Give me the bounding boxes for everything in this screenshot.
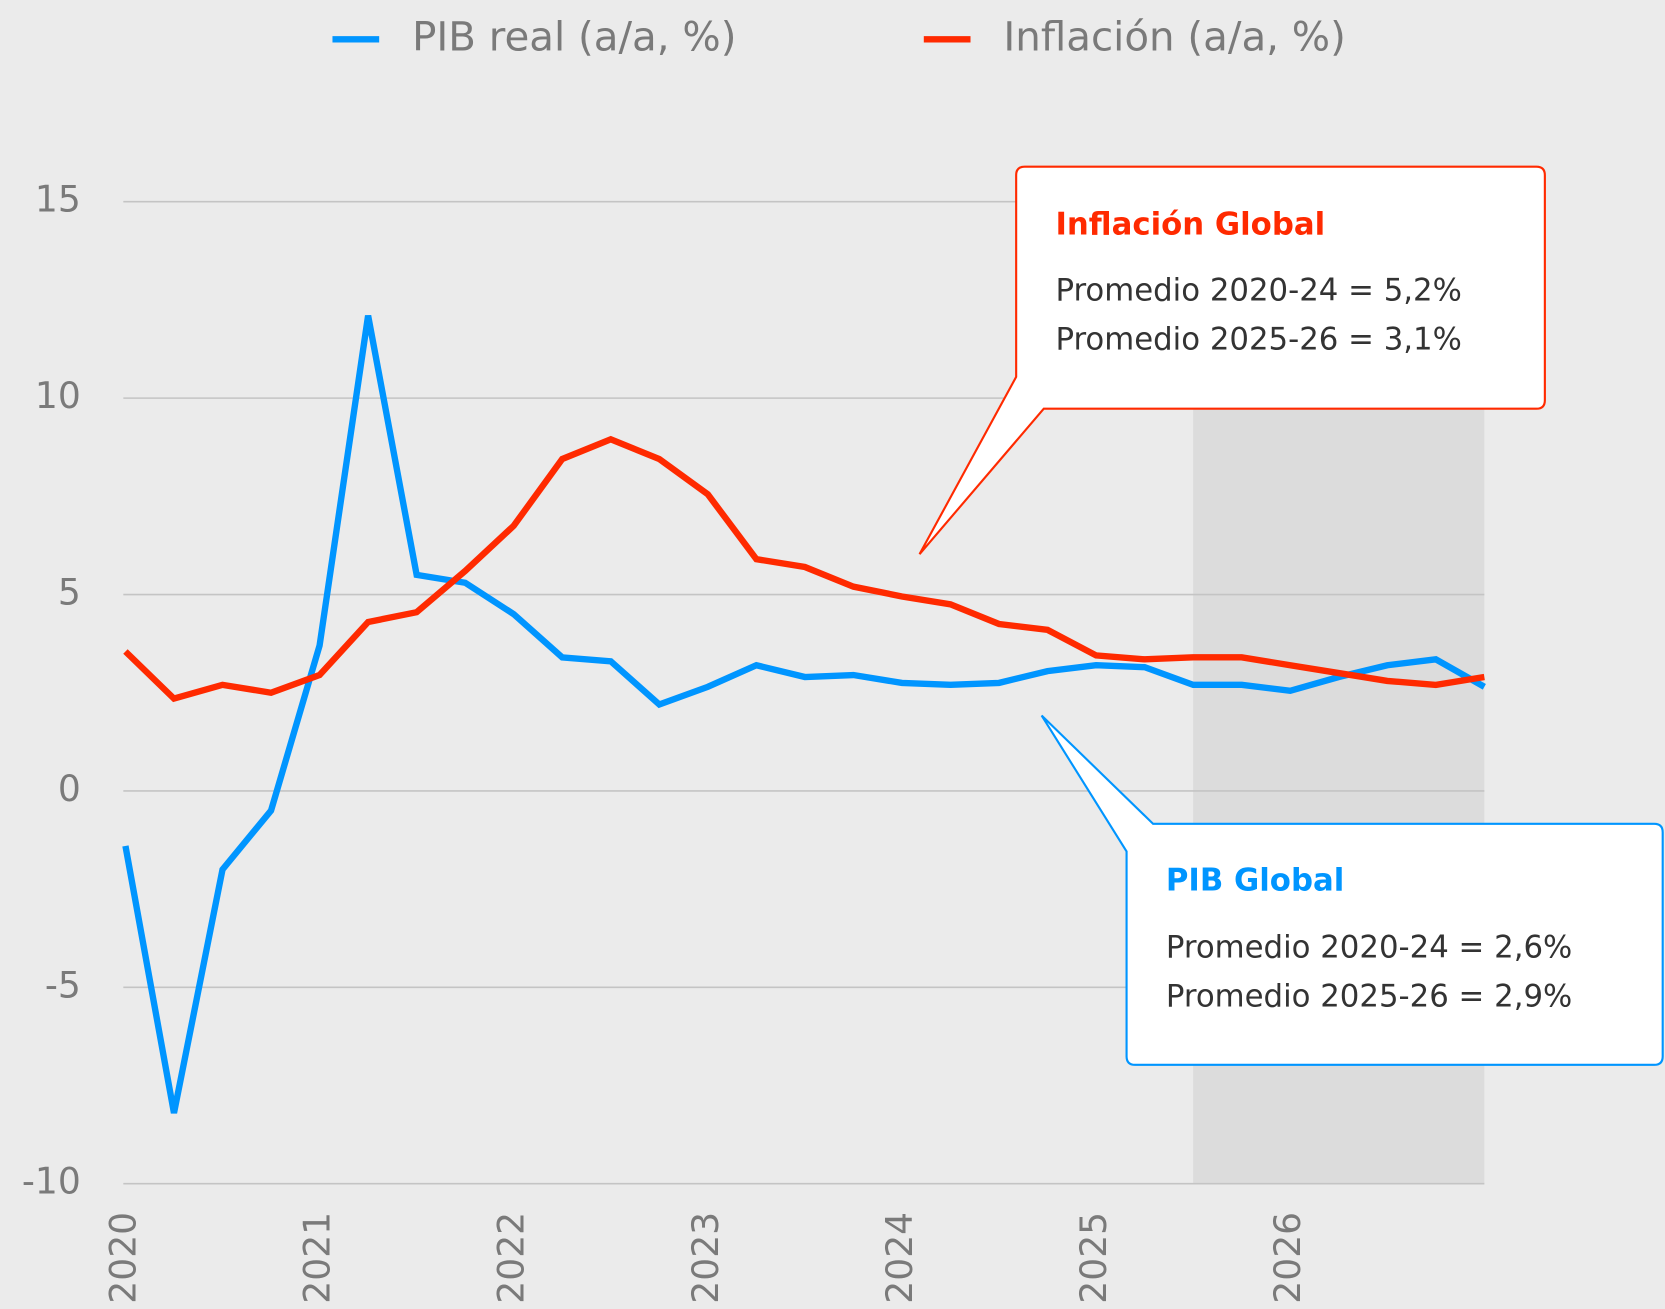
- x-tick-label: 2024: [879, 1212, 921, 1304]
- callout-line: Promedio 2020-24 = 5,2%: [1055, 272, 1461, 308]
- series-line: [123, 435, 1485, 703]
- y-tick-label: -10: [22, 1161, 81, 1203]
- callout-line: Promedio 2025-26 = 2,9%: [1166, 978, 1572, 1014]
- x-tick-label: 2025: [1073, 1212, 1115, 1304]
- callout-line: Promedio 2020-24 = 2,6%: [1166, 930, 1572, 966]
- legend-label: PIB real (a/a, %): [412, 13, 736, 60]
- y-tick-label: 10: [35, 375, 81, 417]
- y-tick-label: 15: [35, 179, 81, 221]
- y-tick-label: 0: [58, 768, 81, 810]
- callout-line: Promedio 2025-26 = 3,1%: [1055, 321, 1461, 357]
- callout-box: [918, 165, 1546, 555]
- x-tick-label: 2021: [297, 1212, 339, 1304]
- legend-label: Inflación (a/a, %): [1003, 13, 1345, 60]
- callout-box: [1040, 714, 1664, 1066]
- x-tick-label: 2026: [1267, 1212, 1309, 1304]
- x-tick-label: 2022: [491, 1212, 533, 1304]
- x-tick-label: 2023: [685, 1212, 727, 1304]
- callout-title: PIB Global: [1166, 863, 1344, 899]
- y-tick-label: 5: [58, 572, 81, 614]
- callout-title: Inflación Global: [1055, 207, 1325, 243]
- series-line: [122, 315, 1486, 1114]
- x-tick-label: 2020: [102, 1212, 144, 1304]
- y-tick-label: -5: [45, 964, 81, 1006]
